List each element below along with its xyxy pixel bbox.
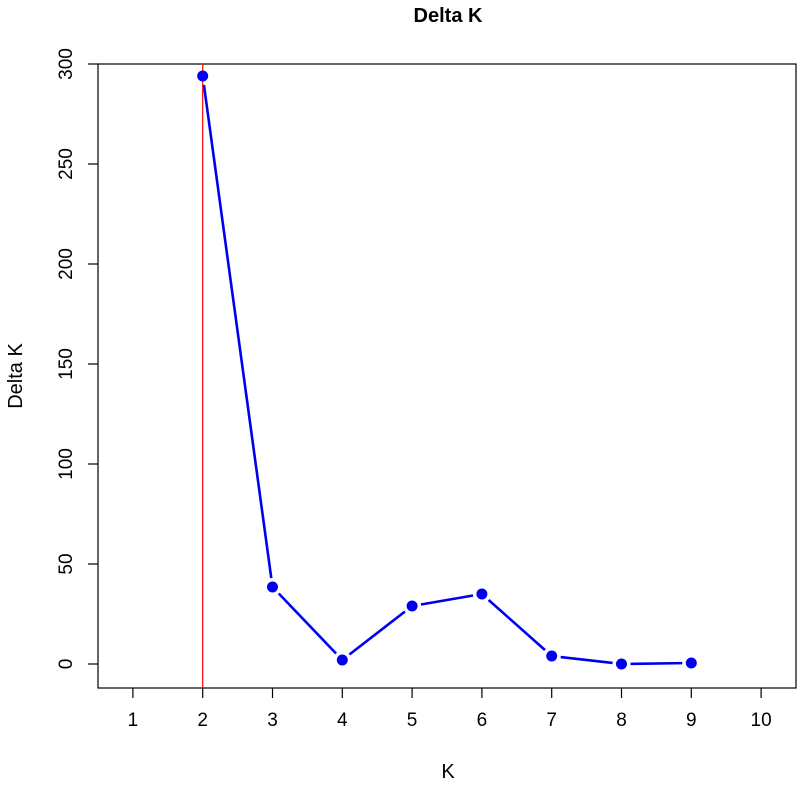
series-segment — [630, 661, 683, 666]
x-tick-label: 10 — [751, 710, 772, 731]
y-tick-label: 200 — [56, 248, 77, 280]
data-point — [267, 581, 278, 593]
series-segment — [487, 599, 546, 651]
x-tick-label: 5 — [407, 710, 418, 731]
series-group — [197, 70, 697, 670]
x-tick-label: 2 — [197, 710, 208, 731]
x-tick-label: 3 — [267, 710, 278, 731]
x-tick-label: 7 — [546, 710, 557, 731]
y-tick-label: 0 — [56, 659, 77, 670]
x-tick-label: 4 — [337, 710, 348, 731]
data-point — [197, 70, 209, 82]
y-tick-label: 150 — [56, 348, 77, 380]
y-axis-label: Delta K — [5, 343, 27, 409]
chart-title: Delta K — [414, 5, 483, 27]
data-point — [616, 658, 627, 670]
data-point — [336, 654, 348, 666]
data-point — [476, 588, 488, 600]
x-tick-label: 8 — [616, 710, 627, 731]
series-segment — [202, 84, 273, 579]
plot-frame — [97, 63, 797, 689]
x-tick-label: 6 — [477, 710, 488, 731]
data-point — [685, 657, 697, 669]
y-tick-label: 250 — [56, 148, 77, 180]
x-axis-label: K — [441, 761, 455, 783]
series-segment — [560, 655, 613, 665]
y-tick-label: 300 — [56, 48, 77, 80]
y-tick-label: 50 — [56, 553, 77, 574]
y-axis: 0 50 100 150 200 250 300 — [56, 48, 98, 669]
x-axis: 1 2 3 4 5 6 7 8 9 10 — [128, 688, 772, 731]
data-point — [406, 600, 418, 612]
series-segment — [348, 610, 406, 656]
y-tick-label: 100 — [56, 448, 77, 480]
series-segment — [420, 594, 474, 606]
x-tick-label: 9 — [686, 710, 697, 731]
series-segment — [277, 592, 338, 655]
data-point — [546, 650, 558, 662]
x-tick-label: 1 — [128, 710, 139, 731]
